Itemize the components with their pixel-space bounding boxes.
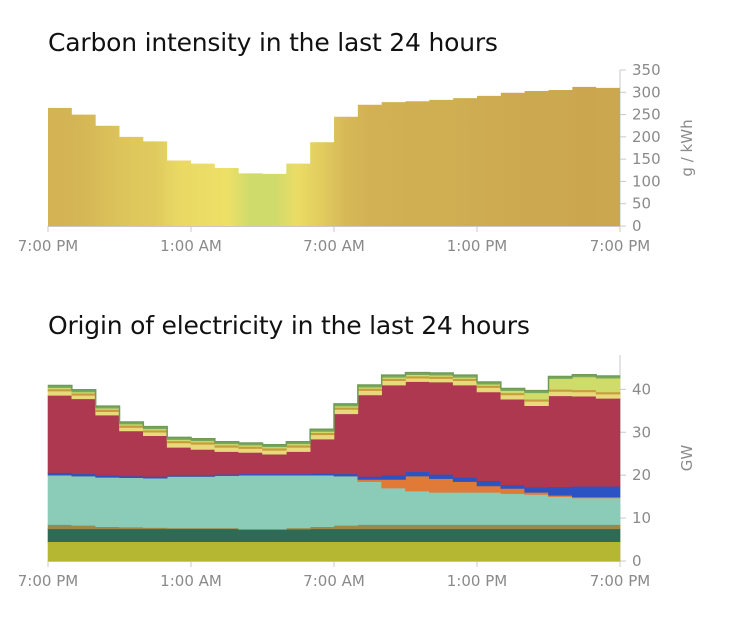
ci-hour-bar <box>358 105 382 226</box>
ci-hour-bar <box>263 174 287 226</box>
ci-hour-bar <box>120 137 144 226</box>
origin-x-tick-label: 7:00 PM <box>18 572 78 590</box>
origin-y-tick-label: 10 <box>632 509 651 527</box>
ci-y-tick-label: 0 <box>632 217 642 235</box>
ci-x-tick-label: 7:00 AM <box>303 237 365 255</box>
ci-hour-bar <box>310 142 334 226</box>
ci-area <box>48 86 620 227</box>
ci-hour-bar <box>72 115 96 226</box>
origin-y-tick-label: 40 <box>632 380 651 398</box>
ci-hour-bar <box>286 164 310 226</box>
ci-x-tick-label: 7:00 PM <box>18 237 78 255</box>
ci-hour-bar <box>525 91 549 226</box>
carbon-intensity-title: Carbon intensity in the last 24 hours <box>48 28 498 57</box>
carbon-intensity-chart: 0 50 100 150 200 250 300 350 g / kWh 7:00 PM 1:00 … <box>18 61 696 255</box>
ci-hour-bar <box>215 168 239 226</box>
ci-hour-bar <box>429 100 453 226</box>
origin-series-area <box>47 528 621 542</box>
ci-x-tick-label: 7:00 PM <box>590 237 650 255</box>
ci-hour-bar <box>549 90 573 226</box>
origin-x-tick-label: 7:00 AM <box>303 572 365 590</box>
origin-total-outline <box>48 371 620 446</box>
ci-y-unit-label: g / kWh <box>678 119 696 176</box>
ci-y-tick-label: 100 <box>632 172 661 190</box>
origin-y-tick-label: 0 <box>632 552 642 570</box>
origin-x-tick-label: 7:00 PM <box>590 572 650 590</box>
origin-series-area <box>47 541 621 562</box>
ci-y-tick-label: 350 <box>632 61 661 79</box>
ci-y-tick-label: 200 <box>632 128 661 146</box>
ci-hour-bar <box>572 87 596 226</box>
ci-hour-bar <box>48 108 72 226</box>
origin-y-tick-label: 30 <box>632 423 651 441</box>
ci-hour-bar <box>334 117 358 226</box>
ci-hour-bar <box>382 102 406 226</box>
ci-x-tick-label: 1:00 AM <box>160 237 222 255</box>
ci-y-tick-label: 150 <box>632 150 661 168</box>
ci-hour-bar <box>406 101 430 226</box>
ci-hour-bar <box>167 160 191 226</box>
origin-x-tick-label: 1:00 PM <box>447 572 507 590</box>
ci-hour-bar <box>477 96 501 226</box>
ci-hour-bar <box>191 164 215 226</box>
ci-hour-bar <box>143 141 167 226</box>
origin-x-tick-label: 1:00 AM <box>160 572 222 590</box>
ci-hour-bar <box>596 88 620 226</box>
ci-hour-bar <box>453 98 477 226</box>
origin-y-unit-label: GW <box>678 445 696 472</box>
ci-y-tick-label: 50 <box>632 195 651 213</box>
ci-hour-bar <box>96 126 120 226</box>
electricity-origin-chart: 0 10 20 30 40 GW 7:00 PM 1:00 AM 7:00 AM 1:00 PM 7… <box>18 355 696 590</box>
electricity-origin-title: Origin of electricity in the last 24 hou… <box>48 311 530 340</box>
ci-y-tick-label: 250 <box>632 106 661 124</box>
ci-hour-bar <box>239 173 263 226</box>
ci-y-tick-label: 300 <box>632 83 661 101</box>
origin-y-tick-label: 20 <box>632 466 651 484</box>
ci-hour-bar <box>501 93 525 226</box>
ci-x-tick-label: 1:00 PM <box>447 237 507 255</box>
